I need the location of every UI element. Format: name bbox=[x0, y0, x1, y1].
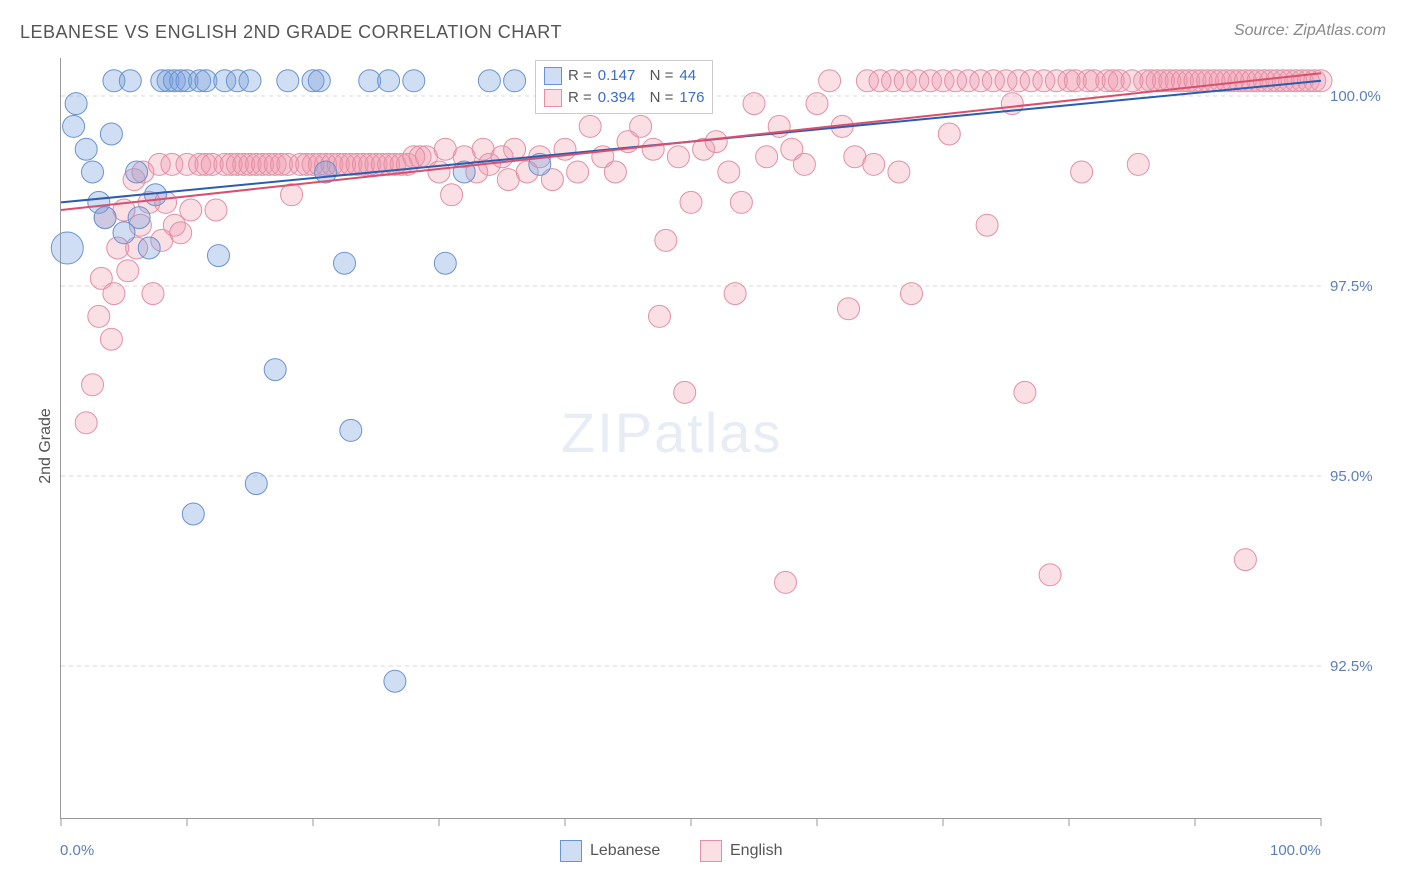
y-axis-label: 2nd Grade bbox=[37, 408, 55, 484]
legend-swatch bbox=[560, 840, 582, 862]
stat-r-value: 0.147 bbox=[598, 65, 636, 87]
stat-n-value: 44 bbox=[679, 65, 696, 87]
stat-r-label: R = bbox=[568, 65, 592, 87]
legend-swatch bbox=[544, 89, 562, 107]
legend-swatch bbox=[700, 840, 722, 862]
x-tick-label: 0.0% bbox=[60, 842, 94, 859]
chart-title: LEBANESE VS ENGLISH 2ND GRADE CORRELATIO… bbox=[20, 22, 562, 43]
y-tick-label: 100.0% bbox=[1330, 88, 1381, 105]
legend-item: English bbox=[700, 840, 782, 862]
x-tick-label: 100.0% bbox=[1270, 842, 1321, 859]
stat-n-label: N = bbox=[641, 65, 673, 87]
stat-r-value: 0.394 bbox=[598, 87, 636, 109]
y-tick-label: 92.5% bbox=[1330, 658, 1373, 675]
y-tick-label: 97.5% bbox=[1330, 278, 1373, 295]
legend-swatch bbox=[544, 67, 562, 85]
legend-label: Lebanese bbox=[590, 842, 660, 860]
source-attribution: Source: ZipAtlas.com bbox=[1234, 22, 1386, 40]
plot-area: ZIPatlas bbox=[60, 58, 1321, 819]
correlation-stats-box: R = 0.147 N = 44R = 0.394 N = 176 bbox=[535, 60, 713, 114]
stats-row: R = 0.147 N = 44 bbox=[544, 65, 704, 87]
y-tick-label: 95.0% bbox=[1330, 468, 1373, 485]
stat-n-value: 176 bbox=[679, 87, 704, 109]
legend-item: Lebanese bbox=[560, 840, 660, 862]
scatter-svg bbox=[61, 58, 1321, 818]
legend-label: English bbox=[730, 842, 782, 860]
stat-n-label: N = bbox=[641, 87, 673, 109]
stat-r-label: R = bbox=[568, 87, 592, 109]
stats-row: R = 0.394 N = 176 bbox=[544, 87, 704, 109]
